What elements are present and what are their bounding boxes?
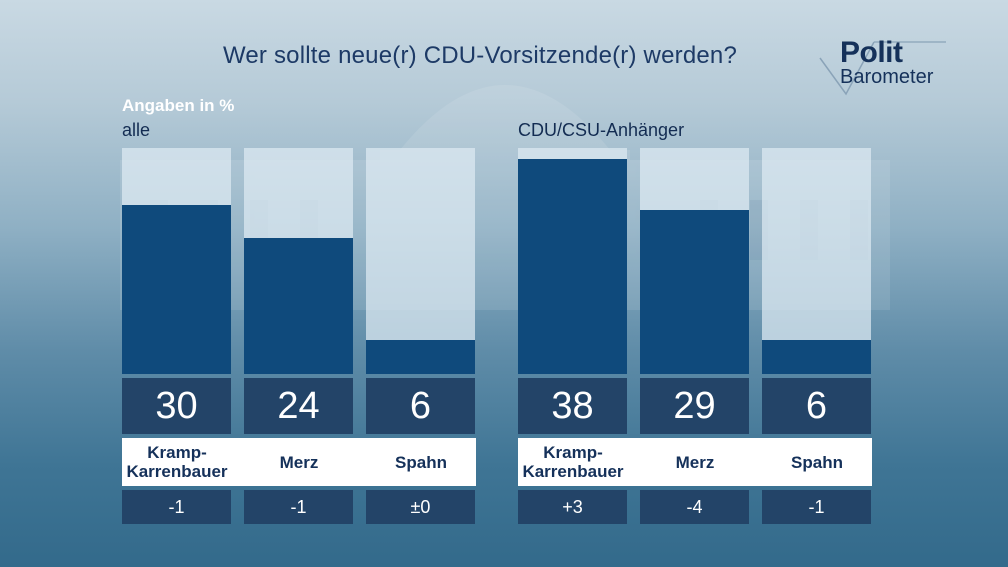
change-label-alle-1: -1 bbox=[244, 490, 353, 524]
bar-cdu-csu-2 bbox=[762, 340, 871, 374]
group-label-cdu-csu: CDU/CSU-Anhänger bbox=[518, 120, 685, 140]
data-label-alle-1: 24 bbox=[244, 378, 353, 434]
bar-cdu-csu-1 bbox=[640, 210, 749, 374]
group-label-alle: alle bbox=[122, 120, 151, 140]
category-label-line: Spahn bbox=[395, 452, 447, 472]
label-strip-alle bbox=[122, 438, 476, 486]
change-label-cdu-csu-0: +3 bbox=[518, 490, 627, 524]
category-label-alle-0: Kramp- Karrenbauer bbox=[116, 438, 238, 486]
bar-alle-0 bbox=[122, 204, 231, 374]
bar-track-alle-0 bbox=[122, 148, 231, 374]
bar-track-cdu-csu-1 bbox=[640, 148, 749, 374]
category-label-line: Karrenbauer bbox=[522, 462, 624, 481]
category-label-line: Merz bbox=[675, 452, 715, 472]
category-label-alle-1: Merz bbox=[238, 438, 360, 486]
bar-track-cdu-csu-2 bbox=[762, 148, 871, 374]
bar-alle-2 bbox=[366, 340, 475, 374]
change-label-cdu-csu-2: -1 bbox=[762, 490, 871, 524]
category-label-alle-2: Spahn bbox=[360, 438, 482, 486]
chart-title: Wer sollte neue(r) CDU-Vorsitzende(r) we… bbox=[222, 42, 738, 69]
unit-label: Angaben in % bbox=[122, 96, 235, 115]
category-label-line: Karrenbauer bbox=[126, 462, 228, 481]
label-strip-cdu-csu bbox=[518, 438, 872, 486]
logo-check-icon bbox=[819, 41, 946, 96]
data-label-cdu-csu-2: 6 bbox=[762, 378, 871, 434]
bar-track-cdu-csu-0 bbox=[518, 148, 627, 374]
data-label-alle-0: 30 bbox=[122, 378, 231, 434]
bar-cdu-csu-0 bbox=[518, 159, 627, 374]
politbarometer-logo: Polit Barometer bbox=[818, 36, 948, 96]
bar-alle-1 bbox=[244, 238, 353, 374]
change-label-alle-0: -1 bbox=[122, 490, 231, 524]
category-label-line: Kramp- bbox=[543, 443, 603, 462]
change-label-alle-2: ±0 bbox=[366, 490, 475, 524]
logo-line2: Barometer bbox=[840, 66, 934, 88]
change-label-cdu-csu-1: -4 bbox=[640, 490, 749, 524]
data-label-cdu-csu-1: 29 bbox=[640, 378, 749, 434]
category-label-cdu-csu-1: Merz bbox=[634, 438, 756, 486]
category-label-line: Merz bbox=[279, 452, 319, 472]
category-label-line: Kramp- bbox=[147, 443, 207, 462]
category-label-cdu-csu-2: Spahn bbox=[756, 438, 878, 486]
bar-track-alle-2 bbox=[366, 148, 475, 374]
data-label-alle-2: 6 bbox=[366, 378, 475, 434]
bar-track-alle-1 bbox=[244, 148, 353, 374]
data-label-cdu-csu-0: 38 bbox=[518, 378, 627, 434]
logo-line1: Polit bbox=[840, 36, 903, 69]
category-label-line: Spahn bbox=[791, 452, 843, 472]
category-label-cdu-csu-0: Kramp- Karrenbauer bbox=[512, 438, 634, 486]
